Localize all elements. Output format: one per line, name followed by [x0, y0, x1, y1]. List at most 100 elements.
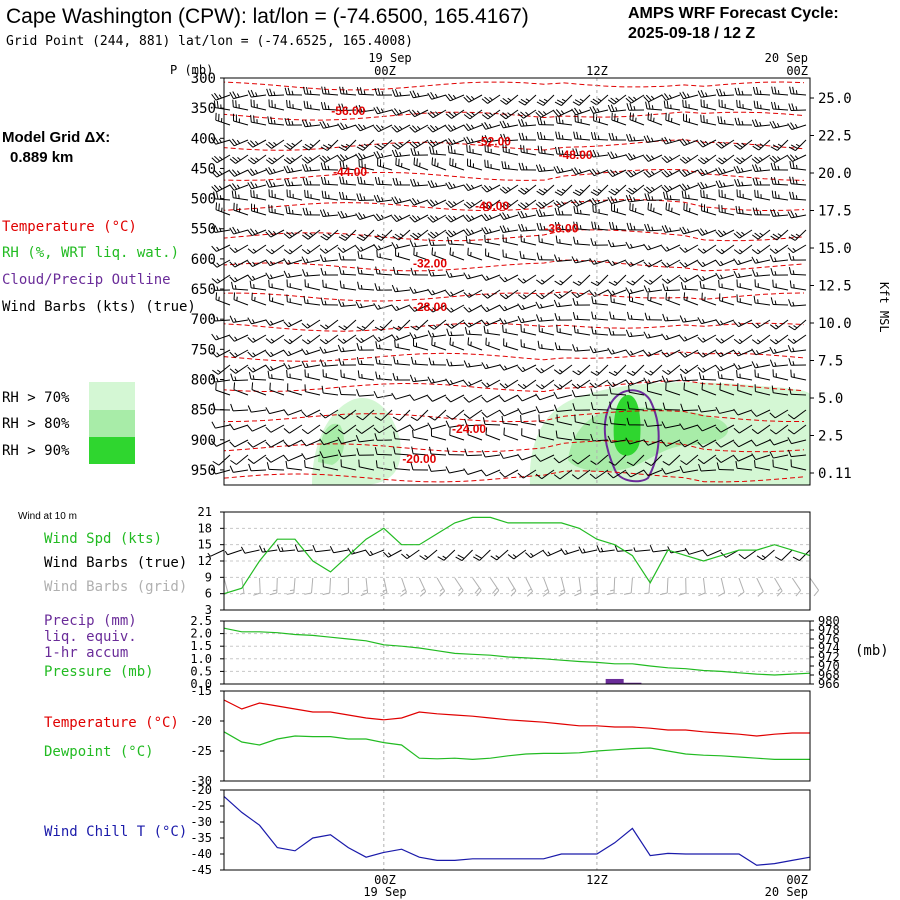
barb-flag [319, 429, 327, 435]
barb-flag [573, 199, 580, 206]
barb-staff [593, 211, 609, 216]
barb-staff [234, 244, 249, 254]
xs-barb-717 [645, 401, 663, 411]
barb-flag [751, 440, 757, 447]
xs-barb-666 [321, 385, 339, 396]
barb-flag [391, 426, 397, 433]
barb-flag [374, 447, 378, 455]
xs-barb-289 [665, 202, 681, 216]
xs-barb-182 [518, 162, 537, 171]
barb-half [254, 140, 259, 145]
barb-half [309, 143, 314, 147]
legend-rh80: RH > 80% [2, 416, 70, 432]
barb-flag [232, 226, 237, 234]
barb-half [507, 97, 512, 102]
barb-flag [322, 279, 324, 288]
barb-flag [231, 169, 238, 176]
barb-staff [611, 423, 627, 426]
barb-half [612, 330, 615, 336]
barb-flag [697, 351, 704, 358]
barb-flag [715, 319, 721, 326]
xs-barb-781 [607, 435, 627, 443]
xs-barb-522 [697, 317, 717, 325]
barb-flag [715, 180, 720, 188]
barb-staff [701, 169, 717, 177]
xs-barb-701 [356, 409, 375, 421]
barb-half [649, 279, 653, 283]
xs-barb-340 [391, 241, 411, 250]
barb-flag [595, 205, 597, 213]
barb-flag [787, 247, 794, 254]
barb-half [596, 108, 600, 113]
barb-half [378, 286, 381, 291]
barb-staff [323, 392, 339, 396]
barb-staff [720, 577, 726, 593]
xs-barb-776 [521, 428, 537, 441]
barb-half [254, 169, 259, 174]
barb-flag [608, 461, 616, 466]
barb-flag [337, 155, 343, 162]
xs-barb-395 [788, 252, 807, 261]
barb-staff [269, 196, 285, 201]
barb-flag [267, 230, 274, 236]
barb-flag [481, 381, 488, 388]
barb-flag [536, 252, 540, 260]
barb-staff [244, 549, 260, 554]
barb-staff [450, 394, 465, 403]
barb-half [362, 154, 366, 159]
sfc-barb-grid-9 [380, 577, 388, 597]
xs-barb-91 [665, 112, 681, 126]
xs-barb-272 [355, 212, 375, 221]
barb-flag [590, 460, 597, 466]
xs-barb-144 [429, 146, 447, 156]
xs-barb-74 [355, 123, 375, 132]
barb-flag [322, 155, 328, 162]
barb-half [579, 151, 582, 156]
barb-flag [752, 269, 756, 277]
isotherm-11 [223, 410, 804, 423]
barb-flag [558, 592, 566, 597]
barb-half [525, 135, 528, 141]
barb-half [363, 196, 366, 201]
barb-flag [448, 200, 454, 207]
barb-flag [323, 102, 327, 110]
xs-barb-688 [719, 382, 735, 396]
xs-barb-151 [554, 146, 573, 156]
xs-barb-603 [375, 356, 393, 366]
barb-staff [323, 197, 339, 201]
xs-barb-139 [337, 154, 357, 162]
xs-barb-499 [283, 319, 303, 328]
barb-flag [787, 449, 792, 457]
barb-flag [626, 280, 634, 286]
rh80-swatch [89, 410, 135, 437]
xs-barb-489 [701, 292, 717, 306]
barb-flag [573, 236, 576, 244]
sfc-barb-true-18 [525, 549, 544, 559]
barb-flag [304, 164, 309, 172]
xs-barb-793 [230, 454, 249, 465]
barb-half [560, 589, 565, 593]
barb-staff [719, 409, 735, 414]
barb-flag [416, 158, 418, 166]
barb-staff [380, 139, 393, 151]
xs-barb-488 [683, 292, 699, 306]
xs-barb-150 [537, 145, 555, 156]
barb-half [561, 188, 566, 192]
barb-staff [358, 363, 375, 366]
barb-flag [431, 247, 434, 255]
xs-barb-582 [589, 345, 609, 354]
barb-staff [793, 334, 807, 344]
isotherm-12 [223, 440, 805, 453]
barb-flag [769, 209, 774, 217]
xs-barb-9 [374, 87, 393, 96]
barb-flag [538, 99, 546, 104]
barb-flag [320, 146, 328, 151]
xs-barb-490 [719, 293, 735, 306]
xs-barb-66 [215, 112, 231, 126]
barb-half [759, 232, 764, 236]
barb-flag [697, 441, 704, 448]
barb-staff [304, 93, 321, 96]
xs-barb-370 [338, 252, 357, 261]
barb-flag [409, 90, 414, 98]
barb-flag [250, 89, 255, 97]
